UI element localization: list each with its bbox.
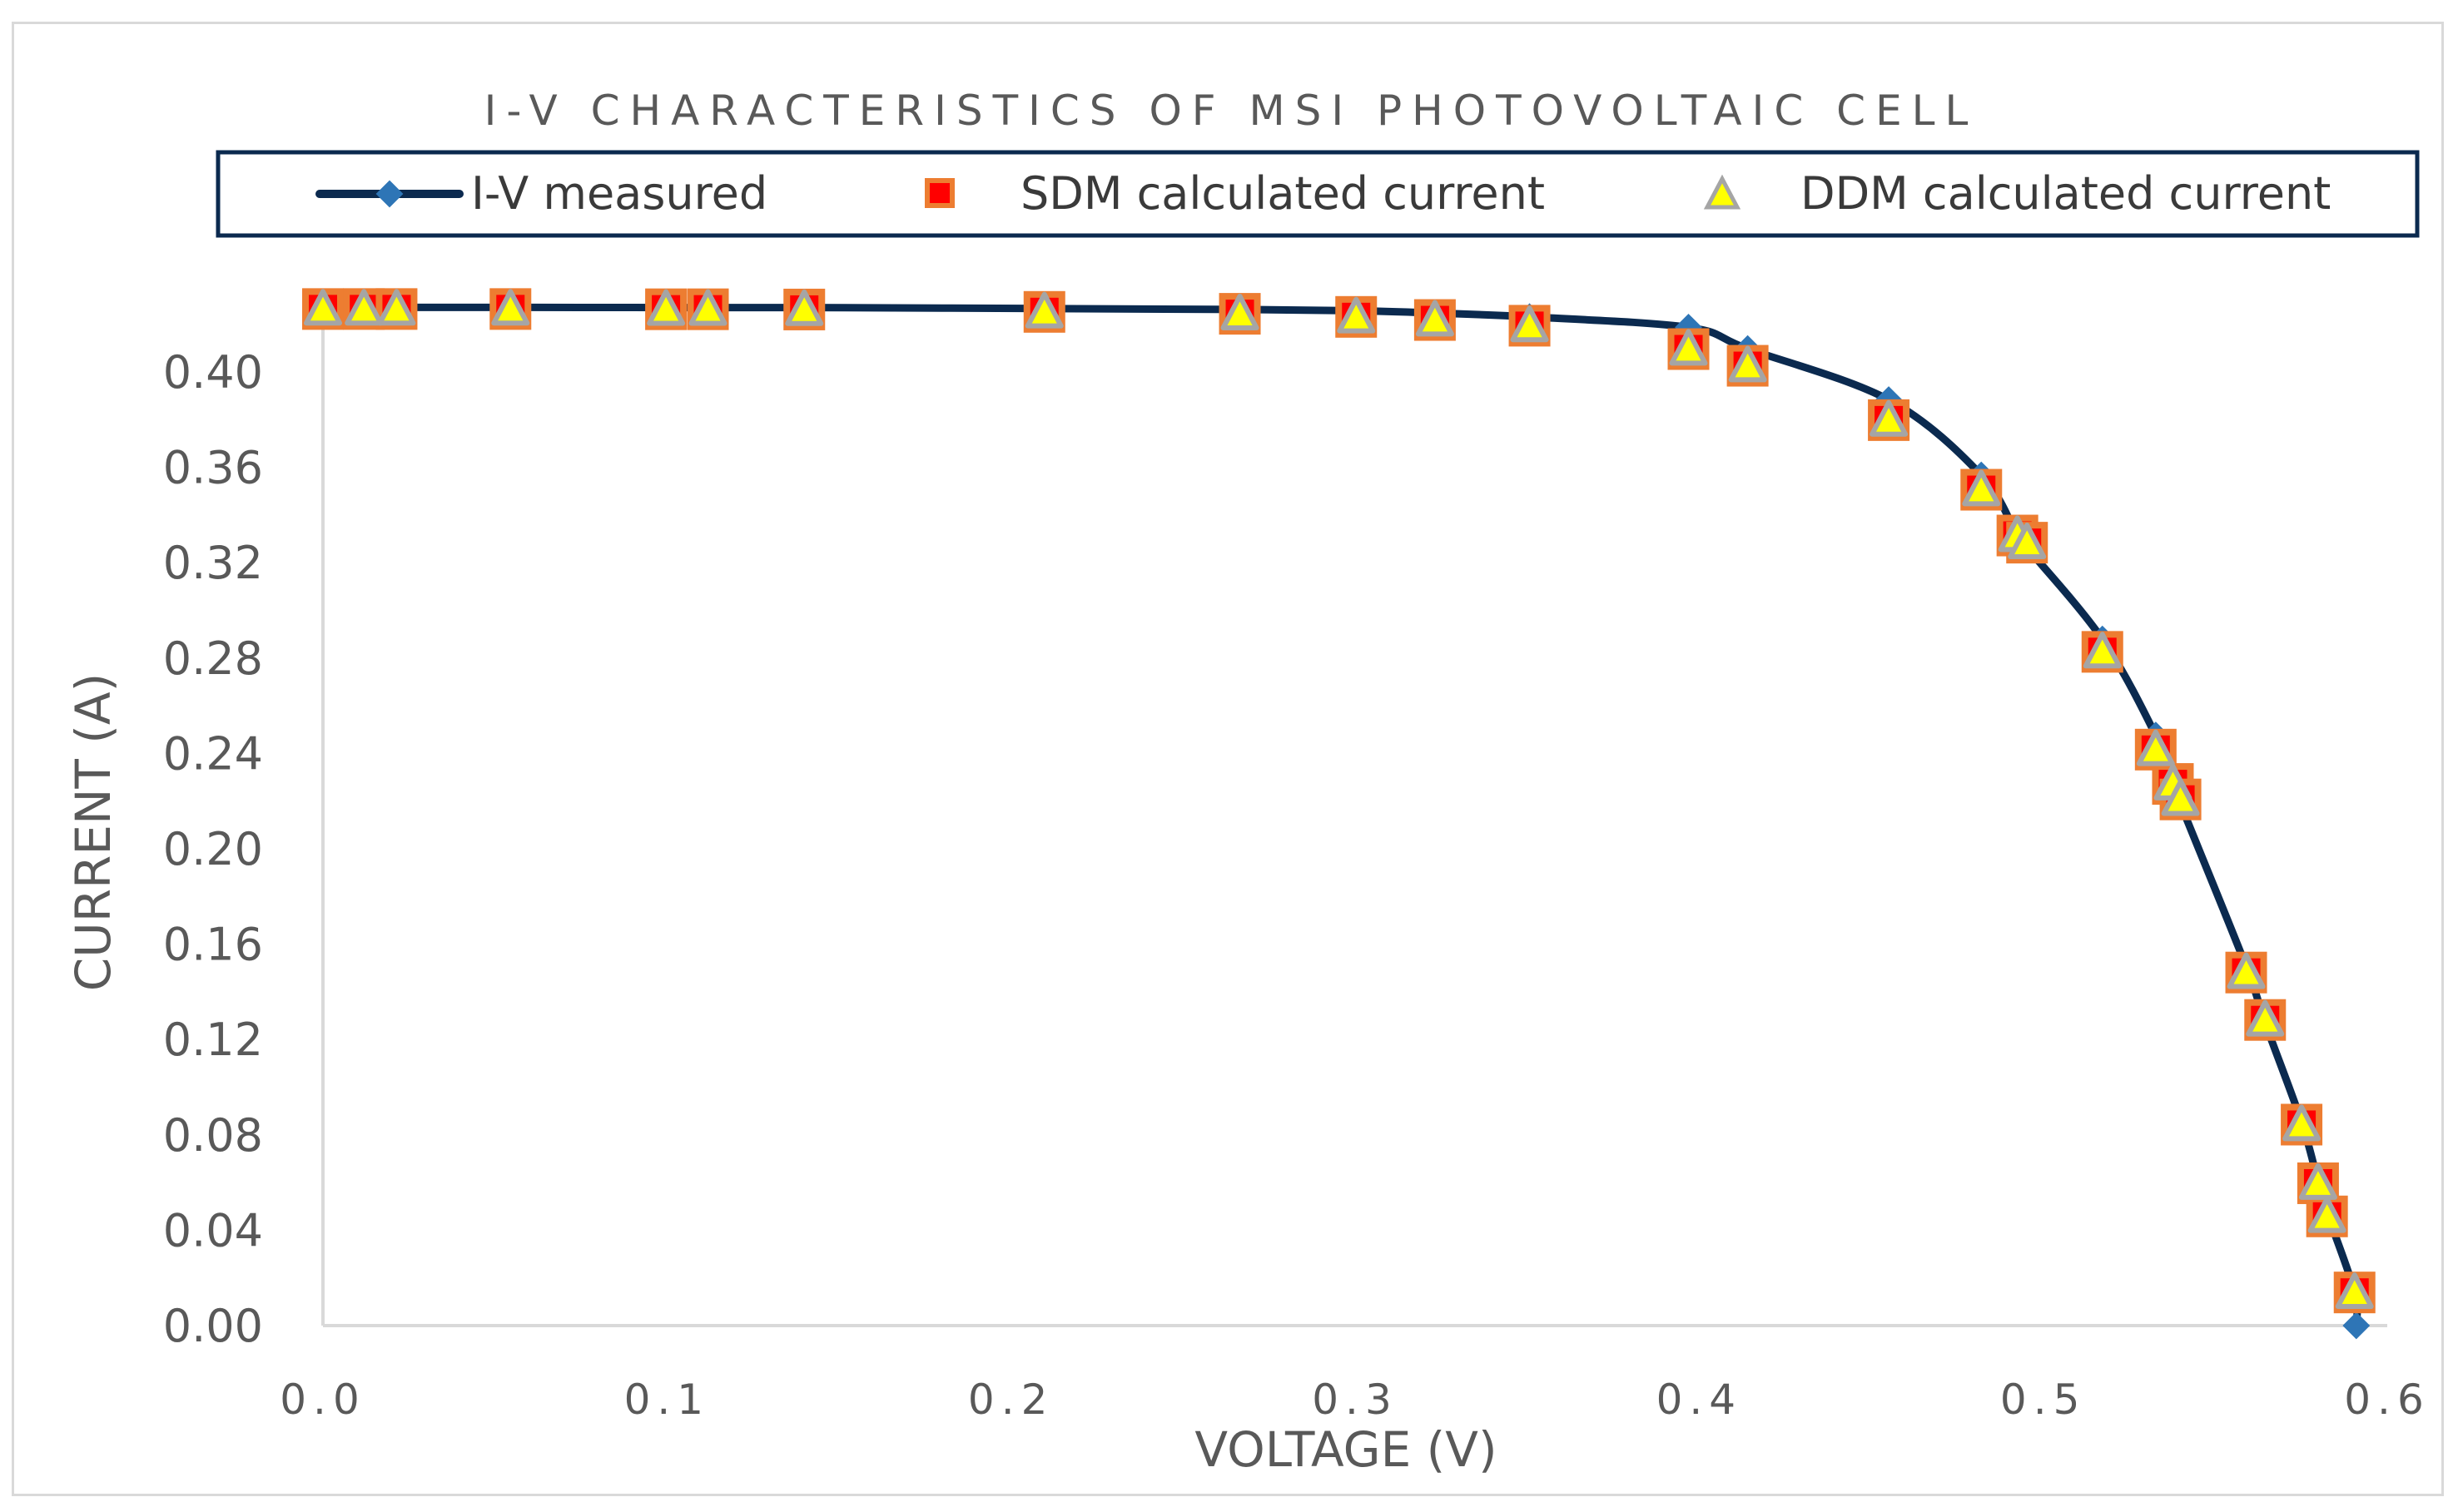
y-tick-labels: 0.00 0.04 0.08 0.12 0.16 0.20 0.24 0.28 0.32 0.36… [163, 346, 263, 1352]
ddm-point [2335, 1272, 2374, 1310]
y-tick-label: 0.28 [163, 632, 263, 685]
x-tick-label: 0.4 [1656, 1376, 1743, 1424]
ddm-point [1415, 300, 1454, 337]
plot-area [302, 288, 2376, 1340]
ddm-point [2083, 632, 2122, 669]
y-tick-label: 0.36 [163, 442, 263, 494]
x-tick-label: 0.3 [1312, 1376, 1398, 1424]
y-tick-label: 0.12 [163, 1014, 263, 1066]
ddm-point [2282, 1104, 2321, 1142]
x-tick-label: 0.0 [280, 1376, 366, 1424]
y-axis-title: CURRENT (A) [65, 673, 122, 991]
ddm-point [2298, 1163, 2337, 1200]
legend-diamond-marker [375, 180, 404, 208]
ddm-point [647, 289, 686, 326]
y-tick-label: 0.04 [163, 1204, 263, 1257]
legend-label-sdm: SDM calculated current [1020, 167, 1545, 220]
ddm-point [2307, 1196, 2346, 1233]
legend-label-measured: I-V measured [471, 167, 767, 220]
ddm-point [1728, 345, 1767, 383]
x-axis-title: VOLTAGE (V) [1194, 1421, 1497, 1478]
y-tick-label: 0.24 [163, 727, 263, 780]
ddm-point [1962, 469, 2001, 507]
chart-frame [12, 22, 2444, 1496]
ddm-point [2136, 729, 2175, 766]
ddm-point [1510, 305, 1549, 343]
ddm-point [1669, 329, 1708, 366]
ddm-point [688, 289, 727, 326]
ddm-point [304, 289, 342, 326]
x-tick-labels: 0.0 0.1 0.2 0.3 0.4 0.5 0.6 [280, 1376, 2431, 1424]
legend: I-V measured SDM calculated current DDM … [216, 150, 2420, 238]
ddm-point [377, 289, 416, 326]
measured-iv-line [322, 303, 2361, 1326]
ddm-point [1220, 293, 1259, 330]
ddm-point [2008, 522, 2047, 559]
y-tick-label: 0.40 [163, 346, 263, 399]
y-tick-label: 0.00 [163, 1300, 263, 1352]
x-tick-label: 0.5 [2000, 1376, 2087, 1424]
y-tick-label: 0.16 [163, 919, 263, 971]
x-tick-label: 0.2 [968, 1376, 1055, 1424]
measured-point [2342, 1311, 2371, 1340]
y-tick-label: 0.32 [163, 537, 263, 589]
x-tick-label: 0.1 [624, 1376, 711, 1424]
chart-title: I-V CHARACTERISTICS OF MSI PHOTOVOLTAIC … [484, 87, 1979, 135]
ddm-point [1870, 399, 1909, 437]
ddm-point [1337, 296, 1376, 334]
ddm-point [491, 289, 530, 326]
ddm-point [2227, 952, 2266, 989]
x-tick-label: 0.6 [2344, 1376, 2431, 1424]
ddm-point [2246, 999, 2285, 1037]
ddm-point [2161, 779, 2200, 816]
ddm-point [785, 289, 824, 326]
ddm-point [345, 289, 384, 326]
ddm-point [1025, 291, 1064, 329]
y-tick-label: 0.20 [163, 823, 263, 875]
legend-label-ddm: DDM calculated current [1800, 167, 2331, 220]
y-tick-label: 0.08 [163, 1109, 263, 1162]
legend-triangle-marker [1703, 174, 1741, 210]
legend-square-marker [925, 178, 955, 208]
legend-box [216, 150, 2420, 238]
